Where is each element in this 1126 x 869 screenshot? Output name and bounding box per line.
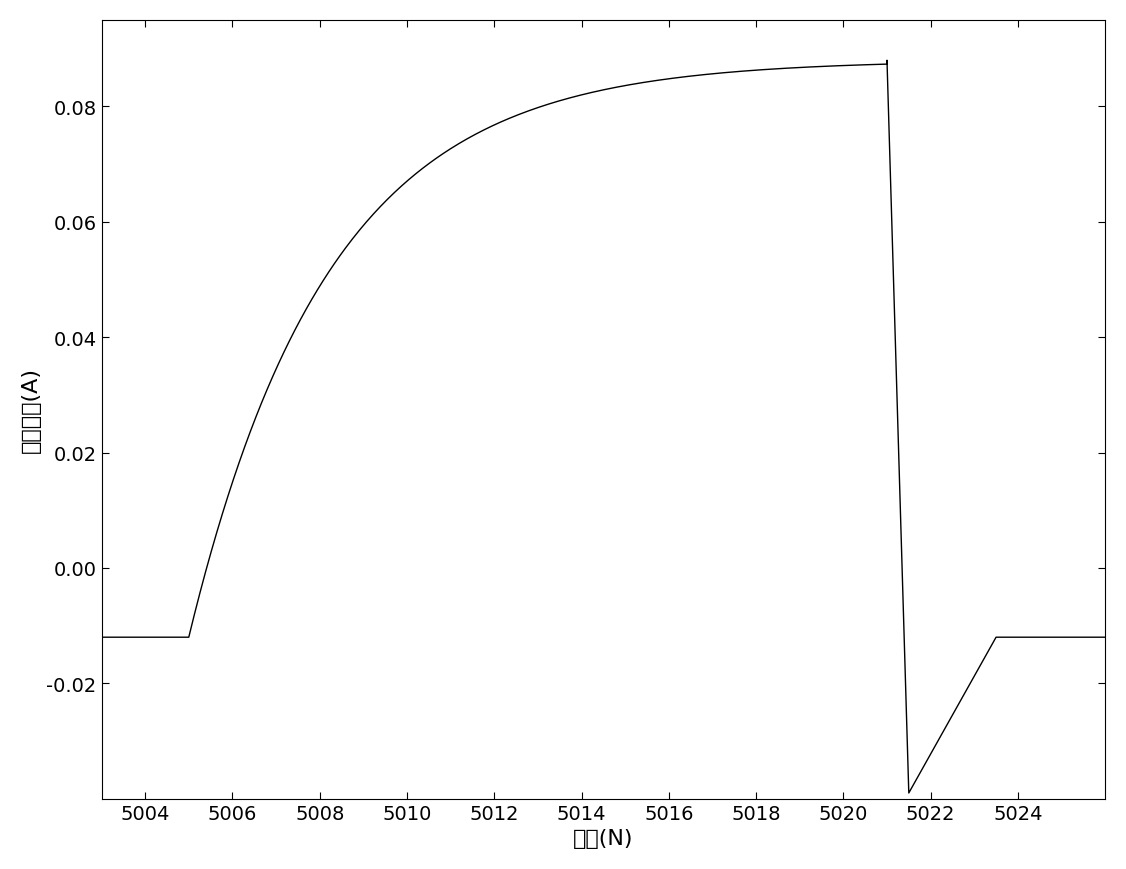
X-axis label: 点数(N): 点数(N): [573, 828, 634, 848]
Y-axis label: 励磁电流(A): 励磁电流(A): [21, 367, 41, 453]
